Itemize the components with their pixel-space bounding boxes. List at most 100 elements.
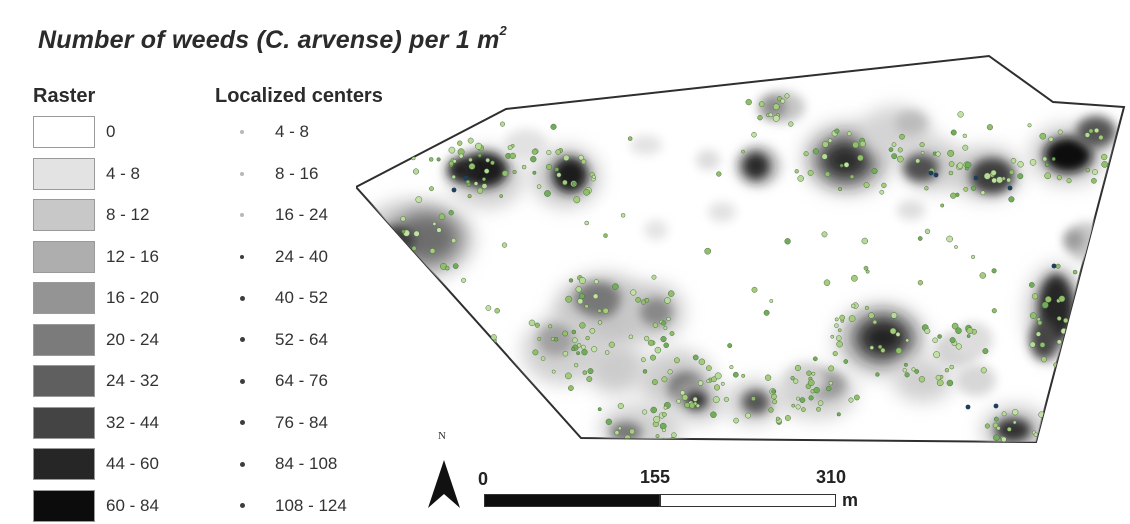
center-point — [733, 417, 739, 424]
center-point — [530, 156, 537, 163]
center-symbol — [239, 420, 245, 425]
density-patch — [574, 282, 622, 318]
center-point — [895, 347, 903, 355]
center-point — [550, 123, 557, 130]
center-point — [550, 336, 555, 341]
scale-bar-black-segment — [484, 494, 660, 507]
center-symbol — [240, 130, 244, 134]
center-point — [955, 343, 962, 350]
center-point — [1072, 269, 1078, 275]
center-point — [587, 368, 594, 375]
center-point — [628, 334, 634, 340]
center-point — [581, 159, 587, 165]
center-symbol — [239, 295, 245, 301]
center-point — [1091, 177, 1097, 184]
center-point — [651, 379, 658, 386]
center-point — [562, 350, 569, 357]
center-point — [757, 115, 763, 121]
center-symbol — [240, 213, 244, 217]
center-point — [396, 268, 404, 276]
north-label: N — [438, 430, 446, 442]
center-point — [775, 416, 780, 421]
center-point — [745, 412, 751, 419]
center-point — [1033, 432, 1038, 437]
center-point — [593, 279, 599, 285]
center-point — [572, 337, 578, 344]
center-point — [863, 265, 869, 271]
center-point — [836, 340, 843, 348]
center-point — [481, 183, 488, 190]
center-point — [990, 444, 994, 448]
center-point — [902, 368, 907, 373]
center-point — [794, 169, 799, 174]
center-point — [1101, 153, 1108, 161]
center-point — [950, 192, 957, 199]
center-point — [415, 196, 423, 203]
center-symbol — [239, 337, 245, 342]
center-point — [365, 239, 372, 246]
center-point — [400, 216, 406, 222]
center-point — [827, 138, 833, 143]
density-patch — [742, 390, 770, 414]
center-point — [458, 153, 464, 159]
center-point — [1010, 157, 1017, 164]
raster-swatch — [33, 240, 95, 273]
center-point — [507, 145, 513, 151]
center-point-high — [1051, 263, 1057, 269]
density-patch — [897, 200, 925, 220]
center-point — [571, 181, 576, 186]
center-point — [816, 406, 821, 412]
center-point — [698, 358, 706, 366]
center-point — [723, 396, 729, 402]
raster-class-label: 4 - 8 — [106, 163, 141, 183]
center-point — [869, 345, 874, 350]
center-point — [669, 331, 675, 336]
center-point — [548, 324, 553, 329]
center-point — [991, 177, 997, 184]
center-point — [803, 151, 809, 157]
center-point — [843, 359, 849, 364]
center-point — [661, 376, 668, 383]
center-point — [661, 412, 667, 417]
center-point — [484, 168, 490, 174]
center-point — [490, 334, 497, 341]
center-point — [485, 305, 492, 311]
center-point — [546, 149, 552, 156]
center-point — [521, 164, 527, 170]
raster-class-label: 20 - 24 — [106, 329, 159, 349]
center-point — [1067, 329, 1072, 334]
center-point-high — [973, 175, 979, 181]
center-point — [1055, 263, 1061, 269]
center-point — [790, 376, 795, 381]
center-point — [1085, 168, 1090, 173]
center-point — [1092, 169, 1098, 175]
center-point — [1101, 161, 1109, 168]
center-point — [438, 213, 446, 220]
density-patch — [742, 152, 770, 180]
center-point — [584, 220, 589, 226]
center-point — [617, 426, 622, 431]
raster-swatch — [33, 199, 95, 231]
center-point — [824, 171, 831, 178]
center-point — [769, 299, 774, 303]
center-point — [403, 273, 408, 278]
center-point — [432, 221, 437, 226]
center-point — [565, 372, 572, 380]
center-point — [494, 307, 500, 314]
center-point — [791, 403, 796, 408]
center-point — [984, 423, 990, 429]
center-class-label: 108 - 124 — [275, 495, 347, 515]
raster-swatch — [33, 323, 95, 356]
center-point — [924, 328, 931, 335]
density-patch — [708, 202, 736, 222]
center-point — [1028, 282, 1035, 288]
center-point — [1039, 132, 1047, 140]
center-point — [620, 213, 626, 218]
center-point — [823, 279, 831, 286]
center-point — [993, 434, 1000, 441]
center-point — [1068, 326, 1074, 332]
center-point — [991, 308, 997, 314]
center-point — [562, 330, 569, 337]
center-point — [713, 384, 721, 391]
center-point — [661, 428, 666, 433]
